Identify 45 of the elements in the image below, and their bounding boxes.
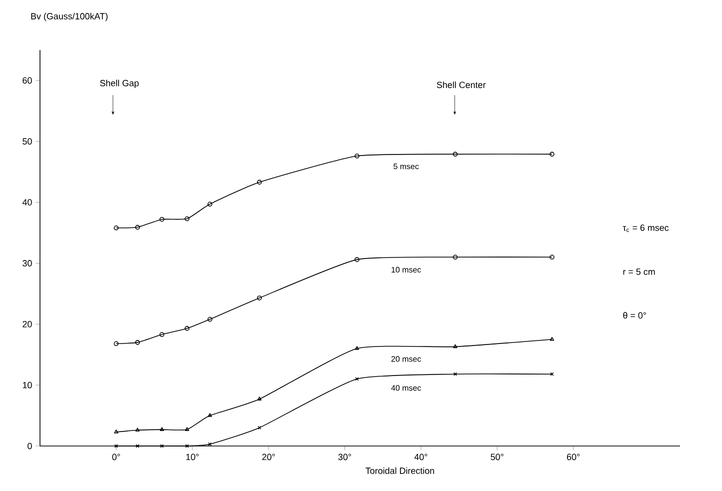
y-tick-label: 60 (22, 77, 32, 84)
point (208, 413, 212, 417)
annotation: r = 5 cm (623, 268, 655, 275)
x-axis-title: Toroidal Direction (366, 467, 434, 474)
x-tick-label: 0° (112, 454, 120, 460)
point (136, 444, 140, 448)
point (453, 344, 458, 348)
y-tick-label: 40 (22, 199, 32, 206)
point (208, 202, 212, 207)
point (257, 396, 262, 400)
point (354, 346, 360, 350)
annotation: Shell Center (436, 81, 486, 88)
point (452, 254, 458, 260)
point (184, 326, 190, 331)
point (184, 216, 190, 222)
point (185, 444, 189, 448)
annotation: θ = 0° (623, 312, 646, 319)
point (354, 257, 360, 262)
point (355, 377, 359, 381)
y-tick-label: 20 (22, 320, 32, 328)
point (452, 152, 458, 157)
y-axis-title: Bv (Gauss/100kAT) (31, 12, 108, 22)
x-tick-label: 40° (414, 454, 428, 460)
x-tick-label: 20° (262, 454, 275, 460)
point (160, 427, 164, 431)
x-tick-label: 10° (186, 454, 199, 460)
x-tick-label: 60° (567, 454, 580, 460)
x-tick-label: 30° (338, 454, 351, 460)
point (354, 154, 360, 158)
point (135, 428, 140, 432)
y-tick-label: 0 (28, 442, 32, 450)
y-tick-label: 10 (22, 382, 32, 388)
point (184, 427, 190, 431)
point (257, 180, 262, 185)
point (160, 332, 164, 337)
y-tick-label: 30 (22, 260, 32, 266)
x-tick-label: 50° (490, 454, 504, 460)
point (208, 316, 212, 322)
y-tick-label: 50 (22, 138, 32, 145)
point (135, 340, 140, 345)
point (257, 296, 262, 300)
annotation: Shell Gap (100, 80, 139, 88)
annotation: τ$_{c}$ = 6 msec (622, 224, 669, 232)
point (160, 216, 164, 222)
point (135, 224, 140, 230)
